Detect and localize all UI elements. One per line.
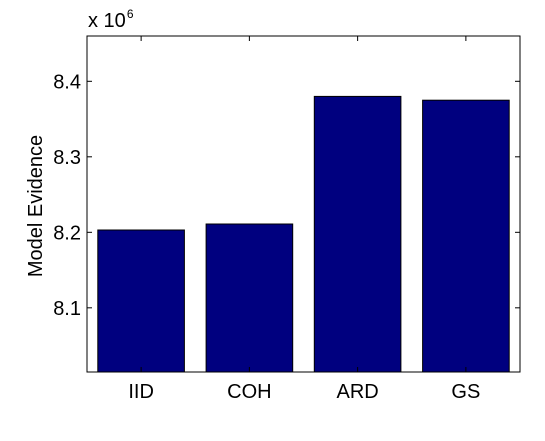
plot-frame bbox=[86, 35, 521, 373]
y-multiplier-base: x 10 bbox=[88, 10, 126, 32]
y-multiplier-exponent: 6 bbox=[127, 7, 134, 21]
y-tick-label: 8.2 bbox=[53, 222, 81, 244]
bar-gs bbox=[422, 99, 510, 373]
x-tick-label: COH bbox=[227, 381, 271, 403]
y-tick-label: 8.3 bbox=[53, 147, 81, 169]
x-tick-label: GS bbox=[451, 381, 480, 403]
y-axis-label: Model Evidence bbox=[25, 135, 47, 277]
x-tick-label: IID bbox=[128, 381, 154, 403]
bars-group bbox=[97, 95, 510, 373]
y-tick-label: 8.1 bbox=[53, 298, 81, 320]
ticks-group: IID COH ARD GS 8.1 8.2 8.3 8.4 bbox=[53, 36, 520, 403]
y-tick-label: 8.4 bbox=[53, 71, 81, 93]
bar-coh bbox=[205, 223, 294, 373]
y-multiplier-label: x 106 bbox=[88, 7, 134, 32]
x-tick-label: ARD bbox=[337, 381, 379, 403]
bar-iid bbox=[97, 229, 185, 373]
bar-ard bbox=[313, 95, 402, 373]
